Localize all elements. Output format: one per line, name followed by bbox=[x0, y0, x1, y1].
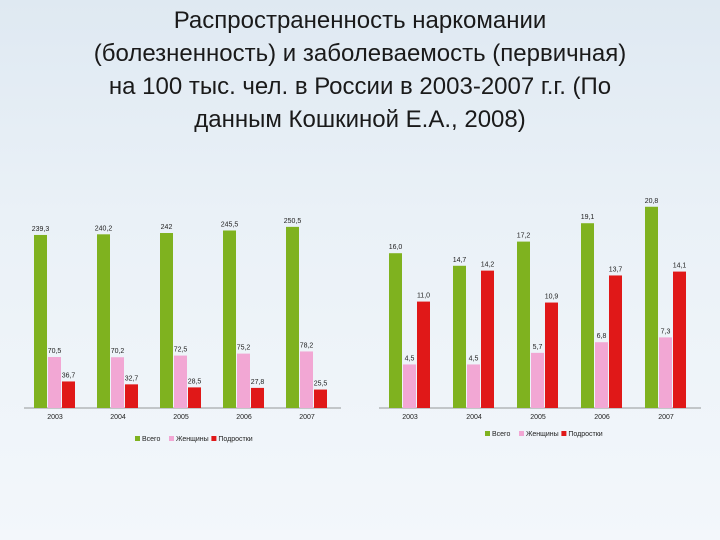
prevalence-value-label: 245,5 bbox=[221, 221, 239, 228]
incidence-category-label: 2003 bbox=[402, 414, 418, 421]
prevalence-value-label: 250,5 bbox=[284, 218, 302, 225]
prevalence-value-label: 27,8 bbox=[251, 379, 265, 386]
incidence-bar-all-2007 bbox=[645, 206, 658, 408]
prevalence-value-label: 70,5 bbox=[48, 348, 62, 355]
incidence-legend-swatch-all bbox=[485, 431, 490, 436]
prevalence-bar-all-2004 bbox=[97, 234, 110, 408]
incidence-bar-teens-2005 bbox=[545, 302, 558, 408]
prevalence-legend-label-women: Женщины bbox=[176, 436, 209, 443]
prevalence-category-label: 2007 bbox=[299, 414, 315, 421]
prevalence-bar-teens-2007 bbox=[314, 389, 327, 408]
incidence-legend-label-teens: Подростки bbox=[568, 431, 602, 438]
prevalence-value-label: 239,3 bbox=[32, 226, 50, 233]
incidence-value-label: 13,7 bbox=[609, 266, 623, 273]
incidence-value-label: 6,8 bbox=[597, 333, 607, 340]
prevalence-bar-teens-2003 bbox=[62, 381, 75, 408]
prevalence-legend-swatch-women bbox=[169, 436, 174, 441]
prevalence-bar-all-2006 bbox=[223, 230, 236, 408]
incidence-value-label: 19,1 bbox=[581, 214, 595, 221]
incidence-legend-label-all: Всего bbox=[492, 431, 510, 438]
prevalence-legend-label-all: Всего bbox=[142, 436, 160, 443]
prevalence-bar-women-2004 bbox=[111, 357, 124, 408]
prevalence-value-label: 240,2 bbox=[95, 225, 113, 232]
prevalence-bar-women-2005 bbox=[174, 355, 187, 408]
prevalence-value-label: 78,2 bbox=[300, 342, 314, 349]
incidence-bar-teens-2003 bbox=[417, 301, 430, 408]
prevalence-category-label: 2004 bbox=[110, 414, 126, 421]
incidence-legend-swatch-teens bbox=[561, 431, 567, 436]
incidence-bar-women-2006 bbox=[595, 342, 608, 408]
incidence-value-label: 14,2 bbox=[481, 262, 495, 269]
prevalence-legend-swatch-all bbox=[135, 436, 140, 441]
incidence-bar-all-2006 bbox=[581, 223, 594, 408]
incidence-value-label: 7,3 bbox=[661, 328, 671, 335]
prevalence-bar-all-2007 bbox=[286, 226, 299, 408]
incidence-value-label: 14,1 bbox=[673, 263, 687, 270]
incidence-bar-teens-2006 bbox=[609, 275, 622, 408]
incidence-value-label: 14,7 bbox=[453, 257, 467, 264]
prevalence-bar-teens-2004 bbox=[125, 384, 138, 408]
incidence-value-label: 11,0 bbox=[417, 293, 430, 300]
incidence-legend-label-women: Женщины bbox=[526, 431, 559, 438]
prevalence-category-label: 2006 bbox=[236, 414, 252, 421]
prevalence-bar-all-2005 bbox=[160, 233, 173, 408]
incidence-bar-teens-2004 bbox=[481, 270, 494, 408]
prevalence-value-label: 75,2 bbox=[237, 345, 251, 352]
prevalence-bar-women-2003 bbox=[48, 357, 61, 408]
incidence-category-label: 2006 bbox=[594, 414, 610, 421]
incidence-bar-all-2004 bbox=[453, 265, 466, 408]
prevalence-category-label: 2003 bbox=[47, 414, 63, 421]
prevalence-bar-all-2003 bbox=[34, 234, 47, 408]
incidence-bar-all-2003 bbox=[389, 253, 402, 408]
incidence-value-label: 17,2 bbox=[517, 233, 531, 240]
incidence-value-label: 5,7 bbox=[533, 344, 543, 351]
prevalence-value-label: 36,7 bbox=[62, 372, 76, 379]
incidence-bar-women-2003 bbox=[403, 364, 416, 408]
incidence-value-label: 20,8 bbox=[645, 198, 659, 205]
prevalence-value-label: 28,5 bbox=[188, 378, 202, 385]
incidence-value-label: 4,5 bbox=[405, 355, 415, 362]
prevalence-bar-teens-2005 bbox=[188, 387, 201, 408]
prevalence-value-label: 32,7 bbox=[125, 375, 139, 382]
incidence-bar-all-2005 bbox=[517, 241, 530, 408]
prevalence-value-label: 242 bbox=[161, 224, 173, 231]
incidence-category-label: 2005 bbox=[530, 414, 546, 421]
prevalence-category-label: 2005 bbox=[173, 414, 189, 421]
prevalence-bar-women-2006 bbox=[237, 353, 250, 408]
prevalence-value-label: 25,5 bbox=[314, 381, 328, 388]
incidence-bar-women-2005 bbox=[531, 352, 544, 408]
slide-title: Распространенность наркомании (болезненн… bbox=[93, 7, 627, 133]
prevalence-bar-women-2007 bbox=[300, 351, 313, 408]
prevalence-value-label: 70,2 bbox=[111, 348, 125, 355]
incidence-bar-teens-2007 bbox=[673, 271, 686, 408]
incidence-bar-women-2004 bbox=[467, 364, 480, 408]
incidence-bar-women-2007 bbox=[659, 337, 672, 408]
prevalence-legend-label-teens: Подростки bbox=[218, 436, 252, 443]
incidence-value-label: 16,0 bbox=[389, 244, 403, 251]
incidence-legend-swatch-women bbox=[519, 431, 524, 436]
incidence-value-label: 10,9 bbox=[545, 294, 559, 301]
incidence-category-label: 2004 bbox=[466, 414, 482, 421]
prevalence-legend-swatch-teens bbox=[211, 436, 217, 441]
prevalence-value-label: 72,5 bbox=[174, 347, 188, 354]
incidence-value-label: 4,5 bbox=[469, 355, 479, 362]
incidence-category-label: 2007 bbox=[658, 414, 674, 421]
prevalence-bar-teens-2006 bbox=[251, 387, 264, 408]
